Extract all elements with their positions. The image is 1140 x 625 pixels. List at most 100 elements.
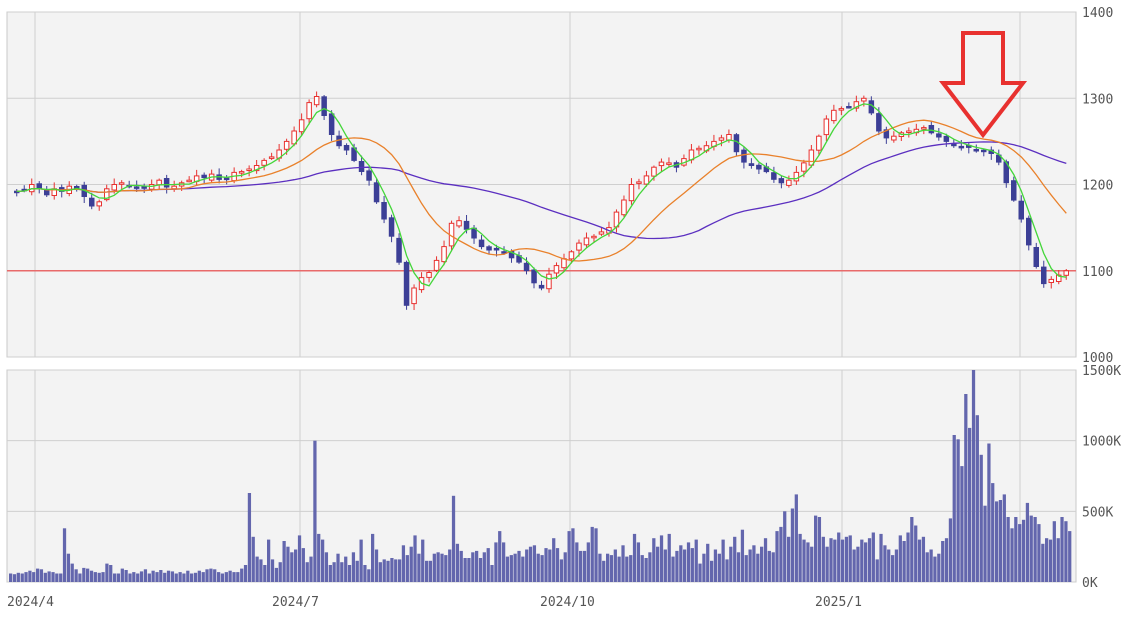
volume-bar: [536, 553, 540, 582]
candle-body: [546, 273, 552, 290]
volume-bar: [359, 539, 363, 582]
volume-bar: [860, 539, 864, 582]
volume-bar: [602, 560, 606, 582]
volume-bar: [771, 552, 775, 582]
volume-bar: [663, 549, 667, 582]
volume-bar: [683, 549, 687, 582]
candle-body: [823, 118, 830, 136]
volume-bar: [24, 572, 28, 582]
candle-body: [381, 202, 387, 220]
price-axis-tick-label: 1200: [1082, 179, 1113, 194]
volume-bar: [736, 552, 741, 582]
volume-bar: [228, 570, 232, 582]
candle-body: [426, 272, 432, 278]
candle-body: [493, 247, 500, 251]
volume-bar: [51, 572, 55, 582]
volume-bar: [147, 573, 151, 582]
volume-bar: [864, 542, 868, 582]
volume-bar: [941, 541, 945, 582]
volume-bar: [679, 545, 683, 582]
volume-bar: [139, 571, 144, 582]
volume-bar: [28, 570, 32, 582]
volume-bar: [166, 570, 171, 582]
volume-bar: [579, 550, 583, 582]
volume-bar: [563, 552, 567, 582]
volume-bar: [371, 533, 375, 582]
candle-body: [171, 185, 177, 190]
volume-bar: [944, 538, 949, 582]
volume-bar: [710, 560, 714, 582]
volume-bar: [55, 573, 59, 582]
volume-bar: [401, 545, 406, 582]
volume-bar: [698, 563, 702, 582]
volume-bar: [744, 555, 748, 582]
volume-bar: [532, 545, 537, 582]
candle-body: [576, 242, 582, 251]
moving-average-long-line: [16, 141, 1067, 240]
volume-bar: [656, 546, 660, 582]
price-axis-tick-label: 1100: [1082, 265, 1113, 280]
candle-body: [1033, 247, 1039, 267]
volume-bar: [197, 570, 201, 582]
volume-bar: [875, 559, 879, 582]
volume-bar: [74, 569, 78, 582]
volume-bar: [425, 560, 429, 582]
candle-body: [163, 178, 170, 188]
volume-bar: [952, 435, 956, 582]
volume-bar: [409, 546, 413, 582]
volume-bar: [467, 558, 471, 582]
volume-bar: [632, 533, 637, 582]
volume-bar: [405, 555, 409, 582]
candle-body: [778, 178, 785, 184]
candle-body: [846, 106, 852, 109]
volume-bar: [559, 559, 564, 582]
volume-axis-tick-label: 1500K: [1082, 364, 1121, 379]
candle-body: [96, 201, 102, 207]
volume-bar: [521, 556, 525, 582]
candle-body: [403, 261, 410, 306]
volume-bar: [852, 549, 856, 582]
volume-bar: [255, 556, 259, 582]
volume-bar: [20, 573, 24, 582]
price-axis-tick-label: 1400: [1082, 6, 1113, 21]
volume-bar: [644, 558, 648, 582]
volume-bar: [837, 532, 841, 582]
candle-body: [891, 135, 897, 141]
volume-bar: [374, 549, 379, 582]
volume-bar: [113, 573, 117, 582]
volume-bar: [89, 570, 94, 582]
volume-bar: [398, 559, 402, 582]
volume-bar: [806, 542, 810, 582]
volume-bar: [243, 565, 248, 582]
volume-bar: [62, 528, 67, 582]
volume-bar: [979, 454, 983, 582]
volume-bar: [124, 570, 128, 582]
candle-body: [628, 184, 635, 202]
candle-body: [29, 184, 35, 193]
volume-bar: [621, 545, 625, 582]
volume-bar: [363, 565, 367, 582]
volume-bar: [998, 500, 1003, 582]
volume-bar: [86, 568, 90, 582]
volume-bar: [937, 553, 941, 582]
volume-bar: [1029, 515, 1033, 582]
volume-bar: [540, 555, 544, 582]
volume-bar: [706, 543, 710, 582]
candle-body: [486, 246, 492, 251]
volume-axis-tick-label: 1000K: [1082, 435, 1121, 450]
candle-body: [921, 127, 927, 130]
candle-body: [583, 237, 590, 246]
candle-body: [321, 96, 327, 117]
candle-body: [553, 265, 560, 274]
volume-bar: [82, 567, 86, 582]
volume-bar: [178, 572, 182, 582]
volume-bar: [794, 494, 798, 582]
candle-body: [651, 166, 657, 177]
candle-body: [388, 217, 395, 237]
volume-bar: [47, 571, 51, 582]
candle-body: [838, 108, 845, 111]
volume-bar: [471, 552, 475, 582]
volume-bar: [517, 550, 521, 582]
candle-body: [268, 156, 275, 159]
